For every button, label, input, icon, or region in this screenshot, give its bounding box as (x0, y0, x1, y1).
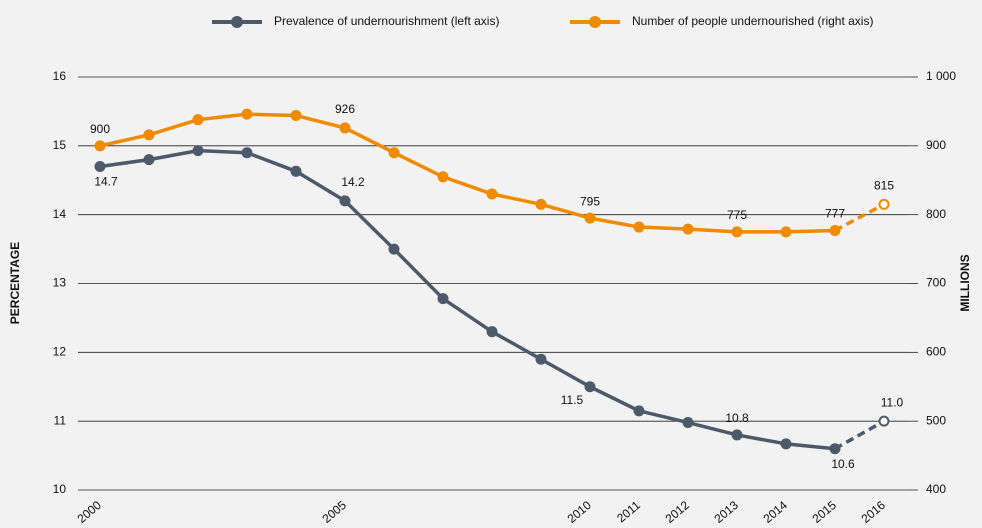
data-label: 10.8 (725, 411, 749, 425)
data-label: 14.2 (341, 175, 365, 189)
data-label: 926 (335, 102, 355, 116)
data-label: 14.7 (94, 175, 118, 189)
data-point (192, 114, 204, 126)
y2-tick-label: 400 (926, 482, 946, 496)
data-point (682, 417, 694, 429)
data-point (829, 224, 841, 236)
data-point (780, 226, 792, 238)
data-label: 795 (580, 194, 600, 208)
data-point (535, 353, 547, 365)
y-axis-label: PERCENTAGE (8, 242, 22, 324)
y2-tick-label: 700 (926, 276, 946, 290)
y-tick-label: 13 (53, 276, 67, 290)
series-line (99, 148, 836, 451)
y2-tick-label: 900 (926, 138, 946, 152)
data-label: 815 (874, 179, 894, 193)
data-point (192, 145, 204, 157)
data-point (731, 226, 743, 238)
data-point (535, 198, 547, 210)
data-point (829, 443, 841, 455)
y2-tick-label: 1 000 (926, 69, 956, 83)
y2-tick-label: 500 (926, 413, 946, 427)
y2-tick-label: 600 (926, 345, 946, 359)
data-point (290, 110, 302, 122)
data-point (437, 293, 449, 305)
projected-line (834, 202, 885, 233)
y-tick-label: 10 (53, 482, 67, 496)
data-point (388, 147, 400, 159)
data-point (388, 243, 400, 255)
data-point (633, 221, 645, 233)
data-point (486, 326, 498, 338)
y-tick-label: 16 (53, 69, 67, 83)
series-line (99, 112, 836, 234)
data-point (731, 429, 743, 441)
legend-label: Number of people undernourished (right a… (632, 14, 873, 28)
legend-marker (589, 16, 601, 28)
data-point (94, 140, 106, 152)
data-point (486, 188, 498, 200)
data-label: 10.6 (831, 457, 855, 471)
y-tick-label: 11 (54, 413, 67, 427)
data-label: 777 (825, 207, 845, 221)
data-point (584, 381, 596, 393)
data-point (878, 198, 890, 210)
data-point (339, 195, 351, 207)
data-point (878, 415, 890, 427)
data-point (780, 438, 792, 450)
data-point (94, 160, 106, 172)
projected-line (834, 419, 885, 451)
data-point (339, 122, 351, 134)
data-point (633, 405, 645, 417)
legend-label: Prevalence of undernourishment (left axi… (274, 14, 499, 28)
legend-marker (231, 16, 243, 28)
data-point (437, 171, 449, 183)
data-label: 775 (727, 208, 747, 222)
data-point (241, 147, 253, 159)
data-point (290, 165, 302, 177)
y-tick-label: 12 (53, 345, 67, 359)
data-point (143, 154, 155, 166)
data-point (682, 223, 694, 235)
data-point (143, 129, 155, 141)
y2-axis-label: MILLIONS (958, 254, 972, 311)
data-point (584, 212, 596, 224)
data-label: 11.0 (881, 395, 904, 409)
y-tick-label: 14 (53, 207, 67, 221)
data-label: 11.5 (561, 393, 584, 407)
y2-tick-label: 800 (926, 207, 946, 221)
data-label: 900 (90, 122, 110, 136)
data-point (241, 108, 253, 120)
y-tick-label: 15 (53, 138, 67, 152)
